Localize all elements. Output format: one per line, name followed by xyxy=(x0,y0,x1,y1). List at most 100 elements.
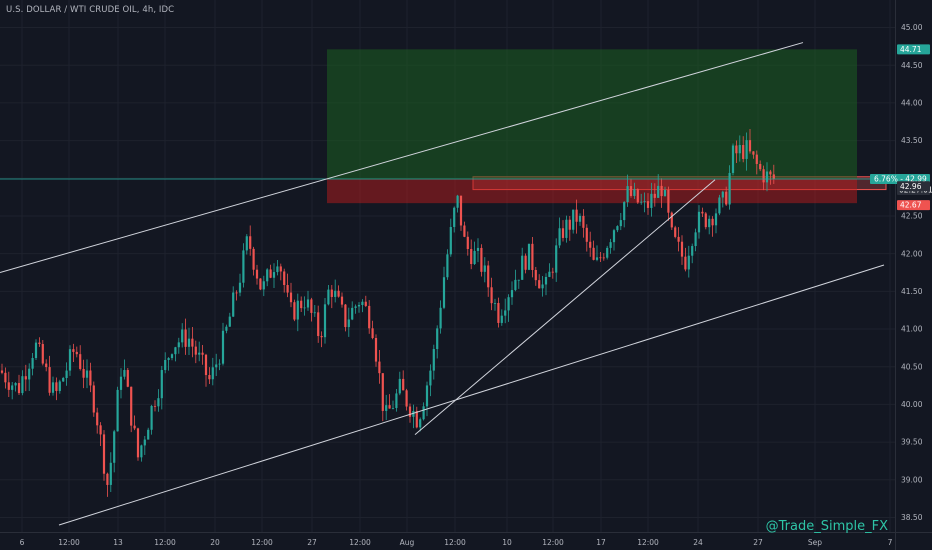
candle-body xyxy=(361,301,364,306)
price-axis[interactable]: 45.0044.5044.0043.5043.0042.5042.0041.50… xyxy=(895,0,923,550)
price-tick-label: 39.00 xyxy=(901,475,923,484)
candle-body xyxy=(368,305,371,329)
candle-body xyxy=(221,330,225,364)
candle-body xyxy=(735,145,738,154)
candle-body xyxy=(96,412,99,426)
candle-body xyxy=(558,228,561,246)
candle-body xyxy=(619,220,622,227)
candle-body xyxy=(21,376,24,394)
trendlines xyxy=(0,42,895,526)
candle-body xyxy=(225,326,228,331)
candle-body xyxy=(701,211,704,214)
candle-body xyxy=(323,304,327,338)
candle-body xyxy=(718,197,721,214)
candle-body xyxy=(548,271,551,277)
time-tick-label: 12:00 xyxy=(444,538,466,547)
candle-body xyxy=(296,300,299,320)
candle-body xyxy=(592,247,595,260)
time-tick-label: 7 xyxy=(888,538,893,547)
candle-body xyxy=(650,193,653,208)
candle-body xyxy=(657,185,660,198)
candle-body xyxy=(419,419,422,428)
time-tick-label: Aug xyxy=(400,538,415,547)
candle-body xyxy=(330,289,333,297)
candle-body xyxy=(194,346,197,355)
chart-title: U.S. DOLLAR / WTI CRUDE OIL, 4h, IDC xyxy=(6,5,175,15)
candle-body xyxy=(4,372,7,383)
candle-body xyxy=(249,236,252,249)
candle-body xyxy=(521,255,524,280)
time-tick-label: 12:00 xyxy=(58,538,80,547)
price-tick-label: 41.00 xyxy=(901,325,923,334)
candle-body xyxy=(191,338,194,347)
candle-body xyxy=(565,219,568,238)
entry-price-tag-bg xyxy=(897,181,930,192)
candle-body xyxy=(561,228,565,238)
candle-body xyxy=(0,370,4,373)
candle-body xyxy=(279,266,282,272)
time-tick-label: 27 xyxy=(753,538,763,547)
candle-body xyxy=(459,195,463,226)
candle-body xyxy=(72,349,75,352)
candle-body xyxy=(429,370,432,386)
candle-body xyxy=(674,227,677,237)
candle-body xyxy=(582,215,585,228)
candle-body xyxy=(769,171,772,175)
candle-body xyxy=(374,337,378,362)
candle-body xyxy=(551,271,554,273)
candle-body xyxy=(663,189,667,197)
candle-body xyxy=(398,378,401,394)
target-price-tag-bg xyxy=(897,44,930,55)
time-tick-label: 12:00 xyxy=(251,538,273,547)
candle-body xyxy=(354,306,357,308)
candle-body xyxy=(364,301,367,306)
candle-body xyxy=(55,382,58,391)
candle-body xyxy=(677,236,680,242)
candle-body xyxy=(228,316,231,327)
price-tick-label: 40.50 xyxy=(901,362,923,371)
time-tick-label: 27 xyxy=(307,538,317,547)
candle-body xyxy=(177,342,180,348)
candle-body xyxy=(286,285,289,293)
candle-body xyxy=(300,300,303,309)
candle-body xyxy=(422,406,425,420)
time-tick-label: 6 xyxy=(20,538,25,547)
candle-body xyxy=(245,236,248,251)
candle-body xyxy=(38,342,41,345)
candle-body xyxy=(633,189,636,196)
candle-body xyxy=(544,276,548,285)
candle-body xyxy=(568,219,571,230)
candle-body xyxy=(232,292,235,317)
candle-body xyxy=(432,349,435,371)
candle-body xyxy=(538,280,541,289)
candle-body xyxy=(589,241,592,248)
time-axis[interactable]: 6 12:00 13 12:00 20 12:00 27 12:00 Aug 12:00 10 12:… xyxy=(0,532,932,548)
candle-body xyxy=(476,247,480,251)
candle-body xyxy=(150,405,153,430)
candle-body xyxy=(357,305,361,307)
candle-body xyxy=(238,282,242,293)
candle-body xyxy=(388,405,391,409)
candle-body xyxy=(99,425,102,435)
candle-body xyxy=(157,398,160,407)
candle-body xyxy=(351,307,354,320)
candle-body xyxy=(147,429,150,440)
candle-body xyxy=(133,425,136,429)
candle-body xyxy=(51,382,55,393)
price-tick-label: 43.50 xyxy=(901,136,923,145)
candle-body xyxy=(742,145,745,159)
candle-body xyxy=(276,266,279,273)
candle-body xyxy=(534,270,537,281)
candle-body xyxy=(75,351,78,355)
candle-body xyxy=(269,269,272,278)
candle-body xyxy=(327,289,330,305)
candle-body xyxy=(483,265,486,272)
candle-body xyxy=(116,389,119,432)
candle-body xyxy=(65,370,68,378)
entry-price-tag: 42.96 xyxy=(900,182,922,191)
candle-body xyxy=(728,172,731,205)
candle-body xyxy=(317,312,320,337)
candle-body xyxy=(283,271,286,286)
